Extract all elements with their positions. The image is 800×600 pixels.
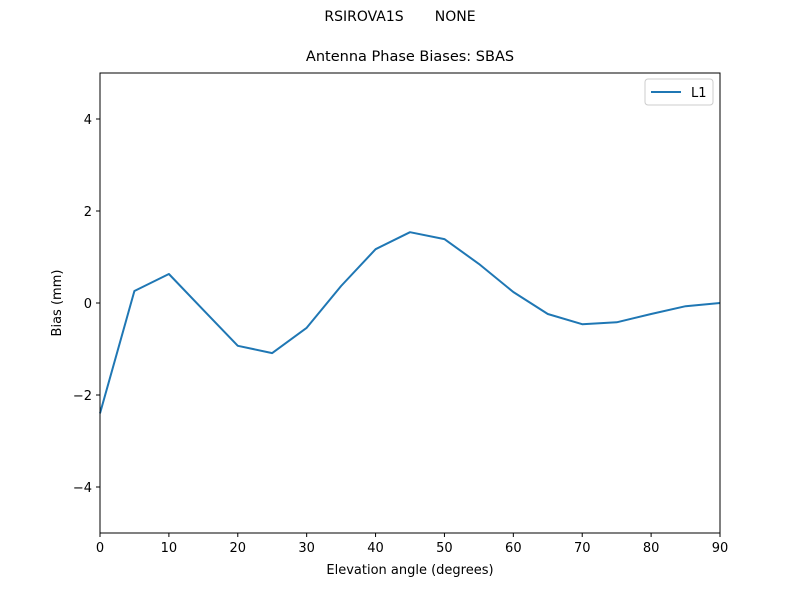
y-tick-label: 2: [84, 205, 92, 220]
series-l1-line: [99, 231, 721, 414]
y-tick-label: −4: [73, 481, 92, 496]
legend-label-l1: L1: [691, 86, 707, 101]
x-tick-label: 0: [96, 541, 104, 556]
chart-title: Antenna Phase Biases: SBAS: [305, 49, 515, 65]
x-tick-label: 20: [230, 541, 247, 556]
y-tick-label: −2: [73, 389, 92, 404]
x-axis-label: Elevation angle (degrees): [326, 563, 493, 578]
x-tick-label: 50: [436, 541, 453, 556]
x-tick-label: 60: [505, 541, 522, 556]
y-tick-label: 4: [84, 113, 92, 128]
x-tick-label: 10: [161, 541, 178, 556]
y-axis-ticks: −4 −2 0 2 4: [73, 113, 100, 496]
x-axis-ticks: 0 10 20 30 40 50 60 70 80 90: [96, 533, 728, 556]
x-tick-label: 70: [574, 541, 591, 556]
y-tick-label: 0: [84, 297, 92, 312]
figure-suptitle: RSIROVA1S NONE: [324, 9, 476, 25]
x-tick-label: 90: [712, 541, 729, 556]
series-line: [99, 231, 721, 414]
y-axis-label: Bias (mm): [50, 270, 65, 337]
x-tick-label: 40: [367, 541, 384, 556]
x-tick-label: 80: [643, 541, 660, 556]
x-tick-label: 30: [298, 541, 315, 556]
plot-frame: [99, 72, 721, 534]
legend: L1: [644, 78, 714, 106]
